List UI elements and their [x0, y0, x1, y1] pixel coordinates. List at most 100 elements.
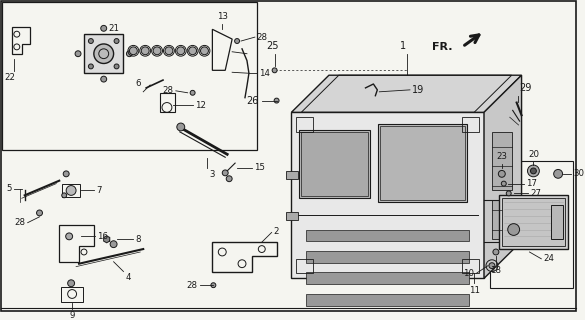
Circle shape	[177, 123, 185, 131]
Text: 19: 19	[412, 85, 424, 95]
Bar	[502, 198, 565, 246]
Text: 3: 3	[209, 170, 215, 179]
Text: FR.: FR.	[432, 42, 452, 52]
Text: 10: 10	[463, 269, 474, 278]
Bar	[306, 316, 469, 320]
Circle shape	[101, 25, 106, 31]
Circle shape	[114, 64, 119, 69]
Circle shape	[36, 210, 43, 216]
Circle shape	[141, 47, 149, 55]
Circle shape	[226, 176, 232, 182]
Text: 18: 18	[490, 266, 501, 275]
Text: 27: 27	[531, 189, 542, 198]
Bar	[378, 124, 467, 202]
Text: 25: 25	[266, 41, 279, 51]
Bar	[62, 184, 80, 197]
Circle shape	[189, 47, 197, 55]
Circle shape	[94, 44, 113, 63]
Circle shape	[129, 47, 137, 55]
Bar	[492, 132, 512, 190]
Text: 20: 20	[528, 150, 539, 159]
Text: 2: 2	[274, 227, 279, 236]
Circle shape	[553, 170, 563, 178]
Text: 29: 29	[519, 83, 532, 93]
Circle shape	[501, 181, 506, 186]
Circle shape	[126, 51, 132, 57]
Text: 8: 8	[135, 235, 141, 244]
Text: 1: 1	[400, 41, 406, 51]
Bar	[287, 171, 298, 179]
Bar	[306, 251, 469, 263]
Text: 28: 28	[187, 281, 198, 290]
Text: 30: 30	[573, 169, 584, 178]
Circle shape	[88, 64, 94, 69]
Circle shape	[493, 249, 499, 255]
Circle shape	[177, 47, 185, 55]
Bar	[380, 126, 465, 200]
Bar	[301, 132, 369, 196]
Circle shape	[88, 39, 94, 44]
Circle shape	[63, 171, 69, 177]
Text: 14: 14	[259, 69, 270, 78]
Circle shape	[68, 280, 74, 287]
Circle shape	[190, 90, 195, 95]
Circle shape	[274, 98, 279, 103]
Circle shape	[101, 76, 106, 82]
Bar	[297, 117, 313, 132]
Bar	[287, 212, 298, 220]
Bar	[306, 229, 469, 241]
Circle shape	[153, 47, 161, 55]
Text: 6: 6	[136, 78, 141, 87]
Circle shape	[531, 168, 536, 174]
Bar	[61, 287, 83, 302]
Circle shape	[508, 224, 519, 236]
Circle shape	[211, 283, 216, 288]
Circle shape	[506, 191, 511, 196]
Polygon shape	[484, 75, 522, 278]
Bar	[306, 273, 469, 284]
Bar	[300, 130, 370, 198]
Bar	[462, 259, 479, 274]
Polygon shape	[104, 236, 109, 243]
Circle shape	[66, 233, 73, 240]
Bar	[462, 117, 479, 132]
Bar	[2, 2, 257, 150]
Text: 16: 16	[97, 232, 108, 241]
Text: 26: 26	[246, 96, 259, 106]
Polygon shape	[291, 75, 522, 112]
Text: 13: 13	[217, 12, 228, 21]
Circle shape	[272, 68, 277, 73]
Text: 23: 23	[496, 152, 507, 161]
Bar	[291, 112, 484, 278]
Text: 28: 28	[163, 86, 174, 95]
Circle shape	[498, 171, 505, 177]
Bar	[499, 195, 568, 249]
Circle shape	[114, 39, 119, 44]
Text: 11: 11	[469, 286, 480, 295]
Text: 24: 24	[543, 254, 555, 263]
Circle shape	[66, 186, 76, 195]
Text: 22: 22	[4, 73, 15, 82]
Circle shape	[235, 39, 239, 44]
Bar	[492, 200, 512, 239]
Bar	[84, 34, 123, 73]
Text: 21: 21	[109, 24, 120, 33]
Circle shape	[75, 51, 81, 57]
Text: 9: 9	[70, 311, 75, 320]
Text: 28: 28	[257, 33, 268, 42]
Text: 5: 5	[6, 184, 12, 193]
Bar	[551, 205, 563, 239]
Circle shape	[165, 47, 173, 55]
Circle shape	[62, 193, 67, 198]
Bar	[306, 294, 469, 306]
Bar	[490, 161, 573, 288]
Text: 15: 15	[254, 164, 265, 172]
Text: 4: 4	[125, 274, 131, 283]
Text: 12: 12	[195, 101, 205, 110]
Circle shape	[110, 241, 117, 248]
Bar	[297, 259, 313, 274]
Circle shape	[201, 47, 208, 55]
Circle shape	[528, 165, 539, 177]
Text: 7: 7	[96, 186, 101, 195]
Circle shape	[222, 170, 228, 176]
